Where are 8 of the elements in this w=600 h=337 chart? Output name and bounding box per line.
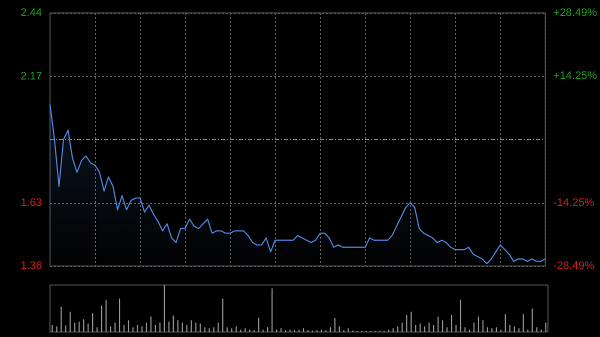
y-tick-label: 1.36 <box>20 260 42 272</box>
y2-tick-label: +28.49% <box>553 7 598 19</box>
y-tick-label: 1.63 <box>20 196 42 209</box>
y2-tick-label: -14.25% <box>553 196 594 209</box>
y2-tick-label: -28.49% <box>553 260 594 272</box>
y2-tick-label: +14.25% <box>553 70 598 82</box>
y-tick-label: 2.44 <box>20 7 42 19</box>
y-tick-label: 2.17 <box>20 70 42 82</box>
